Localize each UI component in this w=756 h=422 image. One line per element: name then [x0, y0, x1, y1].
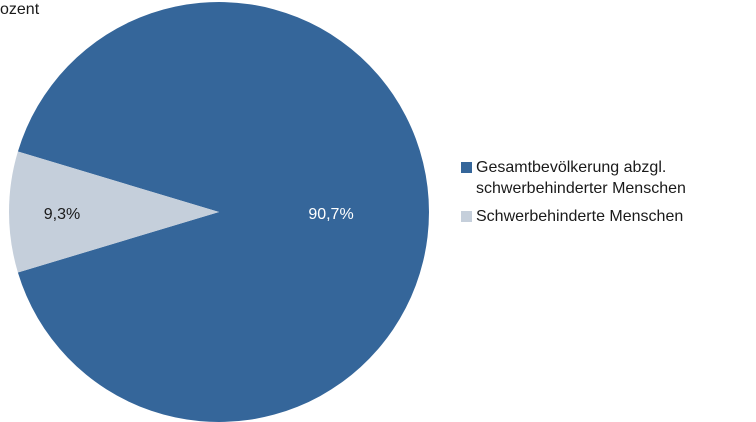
- data-label-gesamtbevoelkerung: 90,7%: [308, 206, 353, 223]
- legend-label: Gesamtbevölkerung abzgl. schwerbehinderte…: [476, 159, 686, 197]
- pie-slice-schwerbehinderte: [9, 151, 220, 273]
- pie-slice-gesamtbevoelkerung: [17, 2, 430, 422]
- chart-legend: Gesamtbevölkerung abzgl. schwerbehinderte…: [461, 157, 686, 234]
- legend-label: Schwerbehinderte Menschen: [476, 208, 684, 225]
- legend-item-gesamtbevoelkerung: Gesamtbevölkerung abzgl. schwerbehinderte…: [461, 157, 686, 199]
- data-label-schwerbehinderte: 9,3%: [44, 206, 80, 223]
- legend-swatch: [461, 211, 472, 222]
- unit-label: ozent: [0, 1, 40, 18]
- legend-swatch: [461, 162, 472, 173]
- legend-item-schwerbehinderte: Schwerbehinderte Menschen: [461, 206, 686, 227]
